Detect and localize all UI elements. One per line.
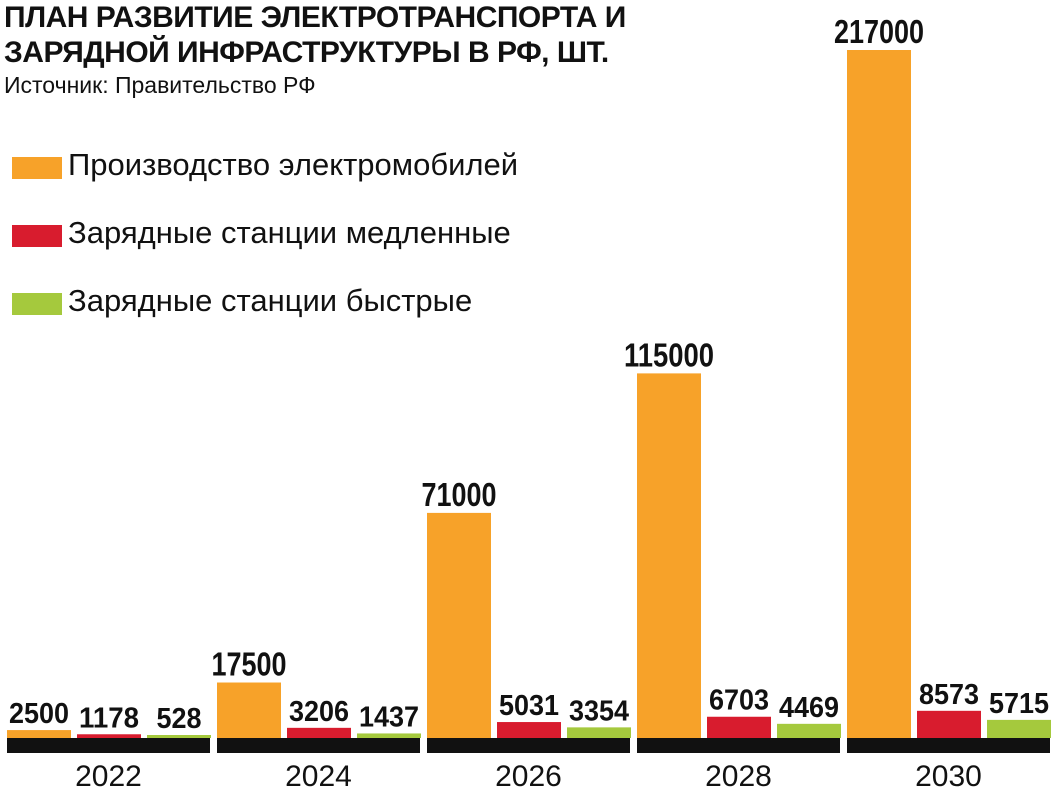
x-tick-label-2022: 2022: [75, 760, 142, 789]
bar-slow-chargers-2028: [707, 716, 771, 738]
chart-title: ПЛАН РАЗВИТИЕ ЭЛЕКТРОТРАНСПОРТА И ЗАРЯДН…: [4, 0, 704, 70]
bar-slow-chargers-2026: [497, 722, 561, 738]
value-label-ev-production-2026: 71000: [422, 476, 497, 513]
bar-ev-production-2022: [7, 730, 71, 738]
chart-title-line-2: ЗАРЯДНОЙ ИНФРАСТРУКТУРЫ В РФ, ШТ.: [4, 36, 609, 69]
legend-label-ev-production: Производство электромобилей: [68, 147, 519, 182]
value-label-slow-chargers-2026: 5031: [499, 690, 559, 722]
axis-band-2030: [847, 738, 1050, 753]
bar-fast-chargers-2024: [357, 733, 421, 738]
value-label-slow-chargers-2024: 3206: [289, 696, 349, 728]
x-tick-label-2026: 2026: [495, 760, 562, 789]
value-label-ev-production-2022: 2500: [9, 698, 69, 730]
bar-slow-chargers-2030: [917, 710, 981, 738]
value-label-ev-production-2024: 17500: [212, 646, 287, 683]
axis-band-2024: [217, 738, 420, 753]
value-label-slow-chargers-2022: 1178: [79, 702, 139, 734]
value-label-fast-chargers-2022: 528: [157, 703, 202, 735]
legend-swatch-fast-chargers: [12, 293, 62, 315]
chart-title-line-1: ПЛАН РАЗВИТИЕ ЭЛЕКТРОТРАНСПОРТА И: [4, 1, 626, 34]
source-note: Источник: Правительство РФ: [4, 72, 316, 98]
x-tick-label-2028: 2028: [705, 760, 772, 789]
legend-label-fast-chargers: Зарядные станции быстрые: [68, 283, 473, 318]
bar-fast-chargers-2022: [147, 735, 211, 738]
bar-slow-chargers-2024: [287, 727, 351, 738]
value-label-slow-chargers-2028: 6703: [709, 685, 769, 717]
axis-band-2026: [427, 738, 630, 753]
legend-swatch-slow-chargers: [12, 225, 62, 247]
value-label-fast-chargers-2030: 5715: [989, 688, 1049, 720]
x-tick-label-2030: 2030: [915, 760, 982, 789]
value-label-fast-chargers-2026: 3354: [569, 695, 629, 727]
bar-ev-production-2026: [427, 512, 491, 738]
bar-fast-chargers-2026: [567, 727, 631, 738]
axis-band-2028: [637, 738, 840, 753]
legend-swatch-ev-production: [12, 157, 62, 179]
bar-fast-chargers-2030: [987, 719, 1051, 738]
bar-ev-production-2028: [637, 373, 701, 738]
value-label-fast-chargers-2024: 1437: [359, 701, 419, 733]
x-tick-label-2024: 2024: [285, 760, 352, 789]
bar-ev-production-2024: [217, 682, 281, 738]
axis-band-2022: [7, 738, 210, 753]
value-label-slow-chargers-2030: 8573: [919, 679, 979, 711]
value-label-fast-chargers-2028: 4469: [779, 692, 839, 724]
bar-fast-chargers-2028: [777, 723, 841, 738]
legend-label-slow-chargers: Зарядные станции медленные: [68, 215, 511, 250]
value-label-ev-production-2028: 115000: [624, 336, 714, 373]
value-label-ev-production-2030: 217000: [834, 13, 924, 50]
bar-slow-chargers-2022: [77, 734, 141, 738]
bar-ev-production-2030: [847, 50, 911, 738]
